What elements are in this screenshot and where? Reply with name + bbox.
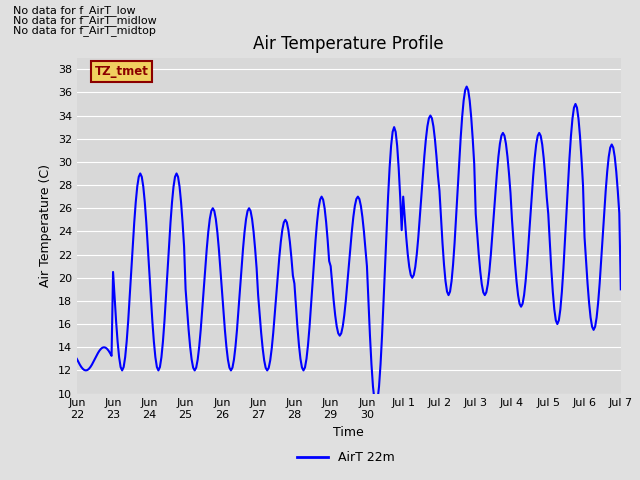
- X-axis label: Time: Time: [333, 426, 364, 439]
- Text: No data for f_AirT_midlow: No data for f_AirT_midlow: [13, 15, 157, 26]
- Text: TZ_tmet: TZ_tmet: [95, 65, 149, 78]
- Legend: AirT 22m: AirT 22m: [292, 446, 399, 469]
- Title: Air Temperature Profile: Air Temperature Profile: [253, 35, 444, 53]
- Text: No data for f_AirT_low: No data for f_AirT_low: [13, 5, 136, 16]
- Text: No data for f_AirT_midtop: No data for f_AirT_midtop: [13, 24, 156, 36]
- Y-axis label: Air Temperature (C): Air Temperature (C): [39, 164, 52, 287]
